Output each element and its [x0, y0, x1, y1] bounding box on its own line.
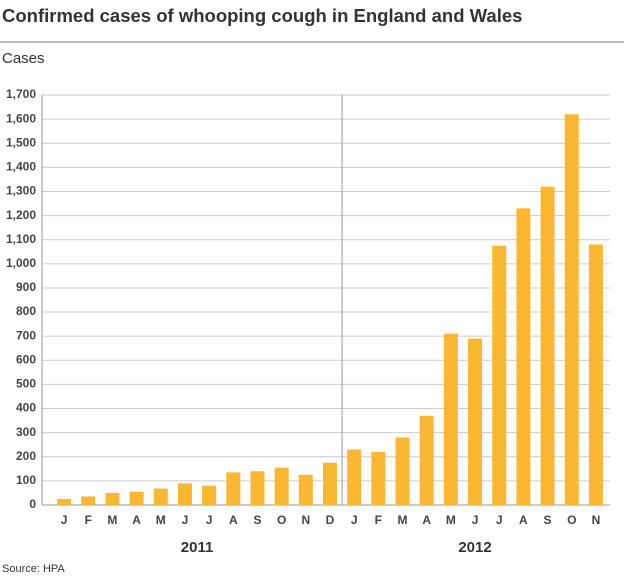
- x-tick-label: A: [422, 513, 431, 527]
- x-tick-label: M: [156, 513, 166, 527]
- chart-title: Confirmed cases of whooping cough in Eng…: [2, 5, 522, 26]
- bar: [516, 208, 531, 505]
- y-tick-label: 1,400: [6, 160, 36, 174]
- y-tick-label: 1,500: [6, 135, 36, 149]
- bar: [250, 471, 265, 505]
- bar: [468, 338, 483, 505]
- x-tick-label: A: [132, 513, 141, 527]
- bar: [202, 485, 217, 505]
- bar: [492, 245, 507, 505]
- y-tick-label: 300: [16, 425, 36, 439]
- bar: [81, 496, 96, 505]
- bar: [226, 472, 241, 505]
- group-label: 2012: [458, 539, 491, 556]
- bar: [371, 451, 386, 505]
- x-tick-label: F: [375, 513, 382, 527]
- x-tick-label: A: [519, 513, 528, 527]
- y-tick-label: 1,300: [6, 184, 36, 198]
- y-tick-label: 100: [16, 473, 36, 487]
- y-tick-label: 1,600: [6, 111, 36, 125]
- y-tick-label: 700: [16, 328, 36, 342]
- bar: [564, 114, 579, 505]
- y-tick-label: 1,000: [6, 256, 36, 270]
- bar: [347, 449, 362, 505]
- x-tick-label: J: [182, 513, 189, 527]
- bar: [588, 244, 603, 505]
- y-tick-label: 0: [29, 497, 36, 511]
- y-tick-label: 200: [16, 449, 36, 463]
- x-tick-label: M: [398, 513, 408, 527]
- bar: [298, 474, 313, 505]
- y-tick-label: 1,100: [6, 232, 36, 246]
- y-axis-label: Cases: [2, 50, 45, 67]
- y-tick-label: 400: [16, 401, 36, 415]
- x-tick-label: J: [351, 513, 358, 527]
- x-tick-label: S: [544, 513, 552, 527]
- bar: [105, 492, 120, 505]
- x-tick-label: F: [85, 513, 92, 527]
- y-tick-label: 500: [16, 377, 36, 391]
- x-tick-label: M: [107, 513, 117, 527]
- source: Source: HPA: [2, 563, 65, 575]
- y-tick-label: 1,200: [6, 208, 36, 222]
- bar: [129, 491, 144, 505]
- x-tick-label: N: [592, 513, 601, 527]
- bar: [540, 186, 555, 505]
- x-tick-label: S: [253, 513, 261, 527]
- group-label: 2011: [181, 539, 214, 556]
- y-tick-label: 1,700: [6, 87, 36, 101]
- x-tick-label: J: [496, 513, 503, 527]
- x-tick-label: J: [61, 513, 68, 527]
- bar: [395, 437, 410, 505]
- x-tick-label: D: [326, 513, 335, 527]
- bar: [177, 483, 192, 505]
- bar: [153, 488, 168, 505]
- x-tick-label: O: [567, 513, 576, 527]
- bar: [274, 467, 289, 505]
- bar: [443, 333, 458, 505]
- x-tick-label: N: [301, 513, 310, 527]
- x-tick-label: O: [277, 513, 286, 527]
- y-tick-label: 900: [16, 280, 36, 294]
- y-tick-label: 600: [16, 352, 36, 366]
- bar: [323, 462, 337, 505]
- x-tick-label: M: [446, 513, 456, 527]
- bar: [57, 498, 72, 505]
- x-tick-label: J: [206, 513, 213, 527]
- bar: [419, 415, 434, 505]
- y-tick-label: 800: [16, 304, 36, 318]
- x-tick-label: A: [229, 513, 238, 527]
- x-tick-label: J: [472, 513, 479, 527]
